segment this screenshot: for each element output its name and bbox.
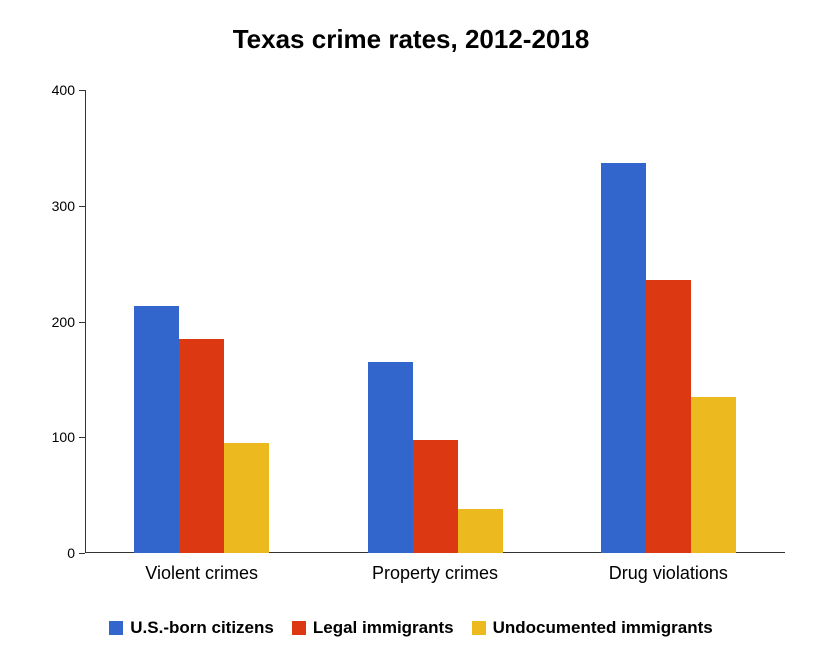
- y-axis: [85, 90, 86, 553]
- bar: [368, 362, 413, 553]
- legend-label: Legal immigrants: [313, 618, 454, 638]
- legend: U.S.-born citizens Legal immigrants Undocu…: [0, 618, 822, 638]
- legend-label: Undocumented immigrants: [493, 618, 713, 638]
- bar: [224, 443, 269, 553]
- bar: [691, 397, 736, 553]
- y-axis-label: 0: [67, 545, 75, 561]
- y-tick: [79, 322, 85, 323]
- plot-area: 0100200300400Violent crimesProperty crim…: [85, 90, 785, 553]
- bar: [134, 306, 179, 553]
- bar: [646, 280, 691, 553]
- y-tick: [79, 437, 85, 438]
- legend-item: U.S.-born citizens: [109, 618, 274, 638]
- bar: [413, 440, 458, 553]
- y-axis-label: 300: [52, 198, 75, 214]
- legend-item: Undocumented immigrants: [472, 618, 713, 638]
- y-axis-label: 200: [52, 314, 75, 330]
- legend-swatch: [109, 621, 123, 635]
- y-tick: [79, 206, 85, 207]
- y-axis-label: 400: [52, 82, 75, 98]
- bar: [179, 339, 224, 553]
- x-axis-label: Drug violations: [609, 563, 728, 584]
- legend-swatch: [292, 621, 306, 635]
- chart-title: Texas crime rates, 2012-2018: [0, 24, 822, 55]
- bar: [601, 163, 646, 553]
- y-tick: [79, 90, 85, 91]
- chart: Texas crime rates, 2012-2018 01002003004…: [0, 0, 822, 671]
- y-axis-label: 100: [52, 429, 75, 445]
- legend-item: Legal immigrants: [292, 618, 454, 638]
- x-axis-label: Violent crimes: [145, 563, 258, 584]
- legend-swatch: [472, 621, 486, 635]
- legend-label: U.S.-born citizens: [130, 618, 274, 638]
- bar: [458, 509, 503, 553]
- x-axis-label: Property crimes: [372, 563, 498, 584]
- y-tick: [79, 553, 85, 554]
